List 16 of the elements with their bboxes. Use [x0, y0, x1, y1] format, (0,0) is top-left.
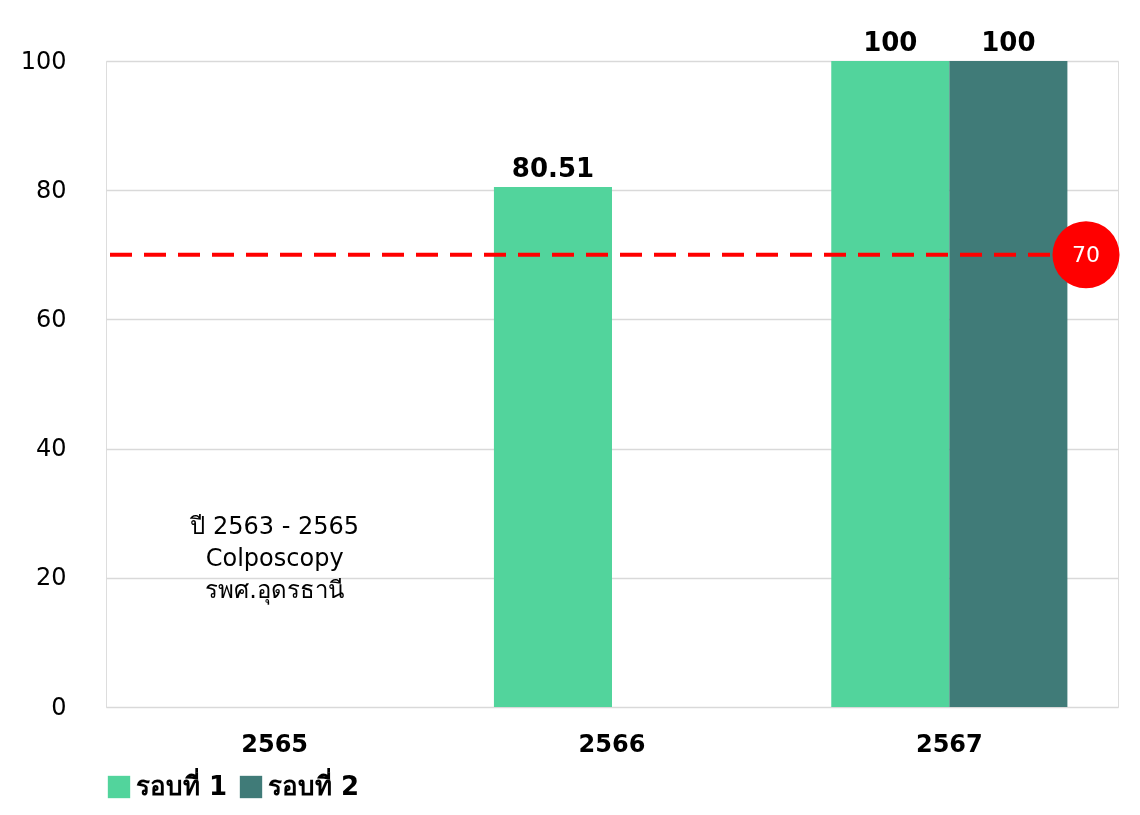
- y-tick-label: 20: [35, 563, 67, 592]
- y-tick-label: 40: [35, 434, 67, 463]
- y-tick-label: 0: [51, 692, 67, 721]
- y-tick-label: 100: [20, 46, 67, 75]
- data-label: 80.51: [511, 152, 595, 183]
- x-tick-label: 2566: [578, 729, 646, 758]
- x-tick-label: 2567: [915, 729, 983, 758]
- annotation: ปี 2563 - 2565 Colposcopy รพศ.อุดรธานี: [189, 511, 360, 605]
- x-tick-label: 2565: [241, 729, 309, 758]
- data-label: 100: [981, 27, 1036, 57]
- legend-label: รอบที่ 2: [268, 767, 360, 801]
- y-tick-label: 60: [35, 304, 67, 333]
- y-tick-label: 80: [35, 175, 67, 204]
- legend-label: รอบที่ 1: [136, 767, 228, 801]
- data-label: 100: [863, 27, 918, 57]
- ref-line-label: 70: [1072, 241, 1100, 267]
